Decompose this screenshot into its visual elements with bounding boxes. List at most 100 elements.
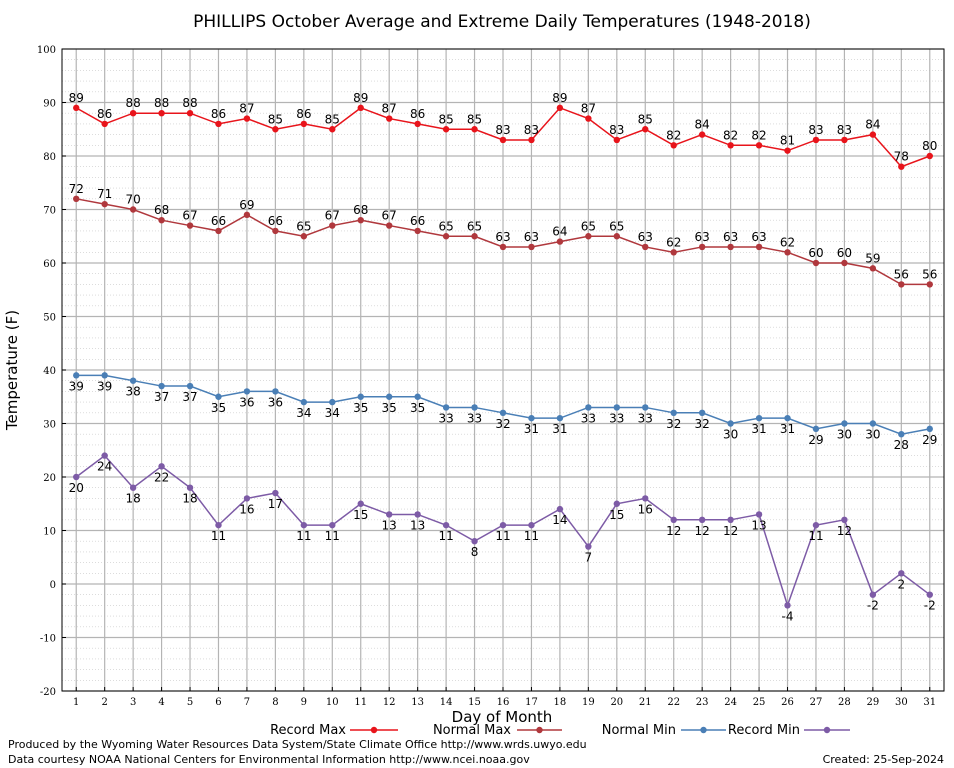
footer-created-date: Created: 25-Sep-2024 (822, 753, 944, 766)
record-max-data-label: 85 (438, 112, 453, 126)
record-min-point (471, 538, 478, 545)
normal-min-data-label: 36 (239, 395, 254, 409)
record-min-point (385, 511, 393, 518)
record-max-data-label: 86 (410, 107, 425, 121)
normal-max-data-label: 63 (638, 230, 653, 244)
record-max-point (158, 110, 165, 117)
normal-max-point (186, 222, 194, 229)
record-min-point (698, 516, 706, 523)
record-min-point (784, 602, 791, 609)
x-tick-label: 31 (923, 697, 936, 708)
x-tick-label: 9 (301, 697, 307, 708)
normal-min-data-label: 37 (154, 390, 169, 404)
y-tick-label: 50 (43, 313, 56, 324)
x-tick-label: 14 (440, 697, 453, 708)
normal-max-point (442, 233, 450, 240)
normal-max-point (243, 211, 251, 219)
normal-max-data-label: 66 (410, 214, 425, 228)
normal-max-point (755, 243, 763, 251)
record-max-data-label: 87 (382, 102, 397, 116)
series-lines (73, 104, 933, 609)
x-tick-label: 5 (187, 697, 193, 708)
normal-max-point (129, 206, 137, 213)
record-max-point (841, 136, 848, 144)
record-min-data-label: 11 (296, 529, 311, 543)
normal-max-data-label: 63 (723, 230, 738, 244)
legend-label-record-min: Record Min (728, 723, 800, 738)
record-max-data-label: 86 (296, 107, 311, 121)
record-max-data-label: 88 (182, 96, 197, 110)
normal-max-data-label: 66 (211, 214, 226, 228)
normal-min-data-label: 32 (695, 417, 710, 431)
record-max-data-label: 81 (780, 134, 795, 148)
normal-min-data-label: 38 (125, 385, 140, 399)
normal-min-data-label: 35 (211, 401, 226, 415)
normal-max-data-label: 63 (524, 230, 539, 244)
normal-max-data-label: 69 (239, 198, 254, 212)
normal-min-point (698, 409, 706, 416)
normal-min-data-label: 28 (894, 438, 909, 452)
normal-min-point (613, 404, 621, 411)
footer-data-courtesy: Data courtesy NOAA National Centers for … (8, 753, 530, 766)
normal-max-point (385, 222, 393, 229)
record-max-point (784, 147, 791, 154)
record-min-point (528, 521, 535, 529)
record-min-point (869, 591, 877, 598)
x-tick-label: 20 (610, 697, 623, 708)
record-min-point (414, 511, 421, 518)
normal-min-point (585, 404, 592, 411)
x-tick-label: 19 (582, 697, 595, 708)
record-max-point (471, 126, 478, 133)
record-max-point (727, 142, 734, 149)
normal-min-data-label: 39 (97, 379, 112, 393)
legend-marker-record-max (370, 726, 378, 734)
record-min-data-label: 11 (524, 529, 539, 543)
record-max-point (869, 131, 877, 138)
y-tick-label: 40 (43, 366, 56, 377)
normal-max-data-label: 70 (125, 193, 140, 207)
x-tick-label: 2 (101, 697, 107, 708)
normal-min-data-label: 30 (837, 428, 852, 442)
normal-max-point (898, 281, 905, 288)
legend-marker-normal-min (700, 726, 707, 734)
x-tick-label: 6 (215, 697, 221, 708)
normal-max-point (414, 227, 421, 235)
normal-min-point (898, 431, 905, 438)
record-min-data-label: 11 (325, 529, 340, 543)
x-tick-label: 1 (73, 697, 79, 708)
normal-max-data-label: 60 (837, 246, 852, 260)
normal-min-point (414, 393, 421, 400)
record-max-data-label: 83 (495, 123, 510, 137)
normal-max-point (670, 249, 677, 256)
normal-max-point (585, 233, 592, 240)
record-max-point (926, 152, 933, 160)
record-max-data-label: 84 (865, 118, 880, 132)
normal-min-data-label: 37 (182, 390, 197, 404)
record-min-point (642, 495, 649, 502)
normal-max-point (613, 233, 621, 240)
record-max-point (670, 142, 677, 149)
normal-min-point (186, 382, 194, 390)
normal-min-point (329, 398, 336, 406)
normal-min-data-label: 29 (922, 433, 937, 447)
x-tick-label: 8 (272, 697, 278, 708)
normal-max-data-label: 62 (666, 235, 681, 249)
record-max-point (414, 120, 421, 128)
record-max-data-label: 87 (239, 102, 254, 116)
record-max-point (243, 115, 251, 122)
record-min-data-label: 8 (471, 545, 479, 559)
normal-max-data-label: 65 (609, 219, 624, 233)
x-tick-label: 25 (753, 697, 766, 708)
x-tick-label: 24 (724, 697, 737, 708)
normal-min-point (73, 372, 80, 379)
y-tick-label: -20 (40, 687, 56, 698)
x-tick-label: 7 (244, 697, 250, 708)
record-min-point (585, 543, 592, 550)
normal-min-point (784, 414, 791, 422)
normal-max-point (926, 281, 933, 288)
normal-min-point (528, 414, 535, 422)
x-tick-label: 4 (158, 697, 164, 708)
x-tick-label: 28 (838, 697, 851, 708)
record-max-data-label: 82 (723, 128, 738, 142)
record-min-point (556, 505, 564, 513)
